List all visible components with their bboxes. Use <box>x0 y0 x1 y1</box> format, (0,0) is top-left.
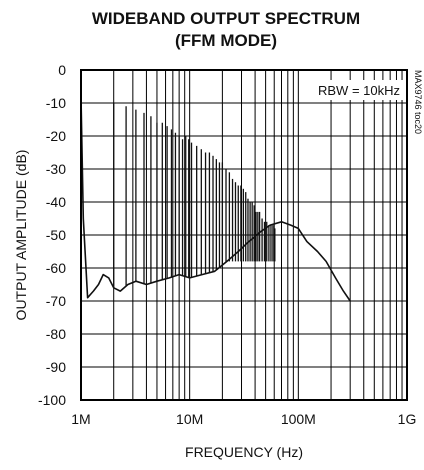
tick-labels: 1M 10M 100M 1G 0 -10 -20 -30 -40 -50 -60 -70 -80 -90 -… <box>38 62 416 427</box>
plot-frame <box>80 69 408 401</box>
y-tick-label: -80 <box>46 326 66 342</box>
y-tick-label: -20 <box>46 128 66 144</box>
y-tick-label: -70 <box>46 293 66 309</box>
y-tick-label: -60 <box>46 260 66 276</box>
chart-title: WIDEBAND OUTPUT SPECTRUM <box>92 9 360 28</box>
figure-id: MAX9746 toc20 <box>413 70 423 134</box>
y-tick-label: -30 <box>46 161 66 177</box>
y-tick-label: -50 <box>46 227 66 243</box>
y-tick-label: 0 <box>58 62 66 78</box>
y-axis-label: OUTPUT AMPLITUDE (dB) <box>13 150 29 321</box>
data-layer <box>80 96 351 302</box>
y-tick-label: -10 <box>46 95 66 111</box>
y-tick-label: -90 <box>46 359 66 375</box>
x-tick-label: 1M <box>71 411 90 427</box>
rbw-annotation: RBW = 10kHz <box>318 83 400 98</box>
noise-floor-line <box>80 96 351 302</box>
x-tick-label: 1G <box>398 411 417 427</box>
annotation-box <box>313 80 403 100</box>
x-tick-label: 10M <box>176 411 203 427</box>
y-tick-label: -40 <box>46 194 66 210</box>
x-axis-label: FREQUENCY (Hz) <box>185 444 303 460</box>
chart-subtitle: (FFM MODE) <box>175 31 277 50</box>
x-tick-label: 100M <box>281 411 316 427</box>
y-tick-label: -100 <box>38 392 66 408</box>
